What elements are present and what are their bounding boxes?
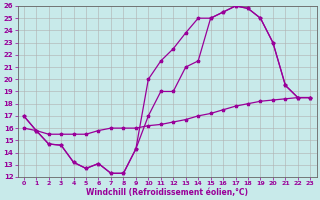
X-axis label: Windchill (Refroidissement éolien,°C): Windchill (Refroidissement éolien,°C) (86, 188, 248, 197)
